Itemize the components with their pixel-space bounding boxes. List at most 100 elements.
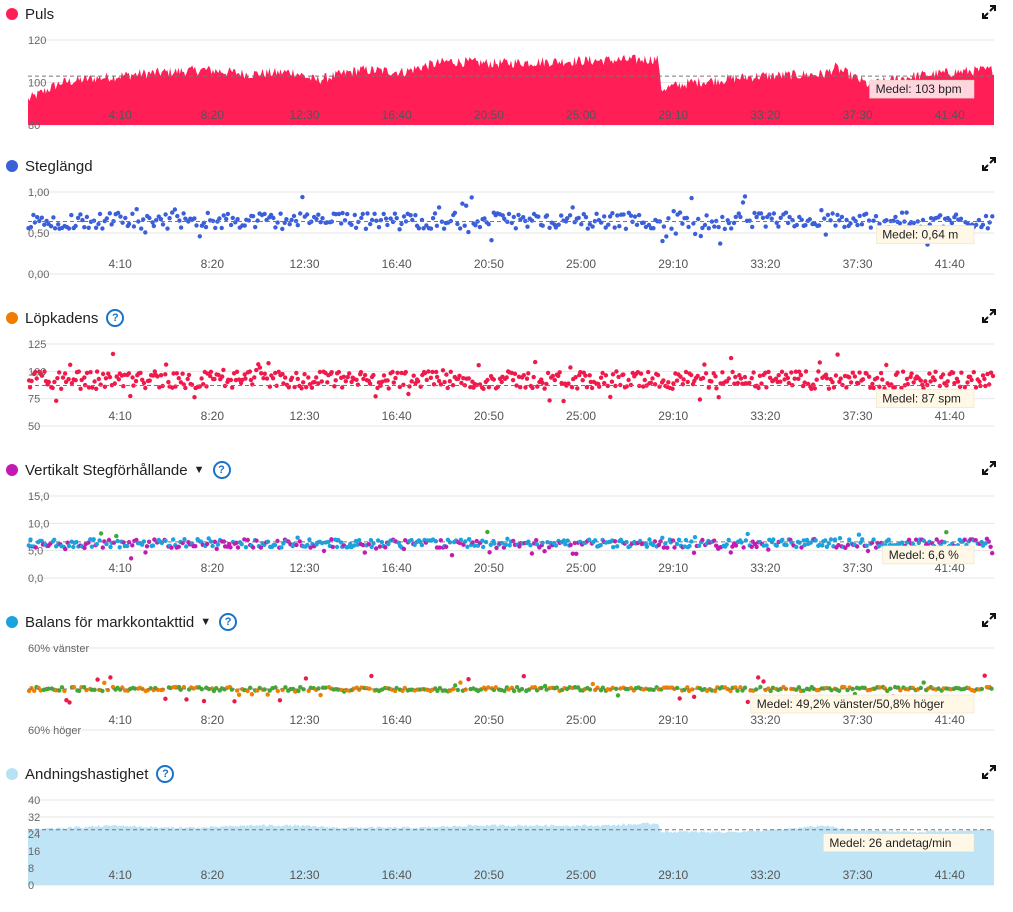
chart-header: Andningshastighet? xyxy=(6,764,175,784)
data-point xyxy=(451,686,456,692)
data-point xyxy=(121,384,126,389)
data-point xyxy=(871,385,876,391)
data-point xyxy=(118,214,123,219)
data-point xyxy=(672,545,677,550)
help-icon[interactable]: ? xyxy=(212,461,231,479)
data-point xyxy=(134,207,139,212)
x-tick-label: 20:50 xyxy=(474,257,504,271)
data-point xyxy=(150,220,155,225)
data-point xyxy=(828,537,834,542)
data-point xyxy=(507,543,512,548)
data-point xyxy=(524,376,530,381)
data-point xyxy=(767,375,773,380)
data-point xyxy=(714,386,719,391)
data-point xyxy=(985,371,990,377)
data-point xyxy=(229,687,235,692)
help-icon[interactable]: ? xyxy=(106,309,125,327)
data-point xyxy=(839,214,845,220)
data-point xyxy=(750,224,755,230)
data-point xyxy=(598,542,603,548)
data-point xyxy=(832,537,838,542)
data-point xyxy=(768,688,773,694)
data-point xyxy=(950,370,956,375)
dropdown-caret-icon[interactable]: ▼ xyxy=(200,616,212,628)
data-point xyxy=(525,224,530,229)
data-point xyxy=(607,214,613,219)
data-point xyxy=(62,371,68,376)
data-point xyxy=(485,529,490,535)
data-point xyxy=(261,376,266,381)
data-point xyxy=(199,687,204,692)
data-point xyxy=(771,537,776,542)
data-point xyxy=(965,380,970,385)
data-point xyxy=(426,369,431,374)
data-point xyxy=(848,221,853,226)
data-point xyxy=(208,373,213,379)
data-point xyxy=(489,238,494,243)
data-point xyxy=(864,371,869,376)
data-point xyxy=(34,376,39,381)
expand-icon[interactable] xyxy=(981,612,997,628)
data-point xyxy=(526,371,531,376)
data-point xyxy=(600,370,605,376)
data-point xyxy=(67,700,72,705)
data-point xyxy=(325,380,330,385)
data-point xyxy=(251,545,256,550)
data-point xyxy=(674,378,680,383)
data-point xyxy=(369,673,374,679)
data-point xyxy=(272,542,278,548)
data-point xyxy=(192,216,197,221)
data-point xyxy=(689,539,694,544)
data-point xyxy=(493,685,498,690)
data-point xyxy=(783,210,789,215)
data-point xyxy=(533,359,538,365)
expand-icon[interactable] xyxy=(981,764,997,780)
data-point xyxy=(445,385,450,391)
data-point xyxy=(697,397,703,402)
data-point xyxy=(94,542,100,547)
chart-panel-2: Steglängd 1,00 0,50 0,00 4:10 8:20 12:30 16:40 2… xyxy=(0,152,1013,304)
data-point xyxy=(928,379,933,384)
y-tick-label: 0 xyxy=(28,880,34,892)
expand-icon[interactable] xyxy=(981,460,997,476)
data-point xyxy=(227,541,232,547)
data-point xyxy=(589,385,595,391)
data-point xyxy=(771,211,777,216)
data-point xyxy=(877,221,882,227)
data-point xyxy=(482,216,487,221)
expand-icon[interactable] xyxy=(981,308,997,324)
data-point xyxy=(716,395,721,400)
data-point xyxy=(553,543,559,548)
x-tick-label: 20:50 xyxy=(474,409,504,423)
data-point xyxy=(842,224,847,230)
data-point xyxy=(593,538,598,543)
help-icon[interactable]: ? xyxy=(156,765,175,783)
data-point xyxy=(176,544,181,549)
data-point xyxy=(107,374,113,380)
data-point xyxy=(690,687,695,692)
data-point xyxy=(580,378,585,383)
data-point xyxy=(160,687,165,692)
expand-icon[interactable] xyxy=(981,156,997,172)
help-icon[interactable]: ? xyxy=(219,613,238,631)
dropdown-caret-icon[interactable]: ▼ xyxy=(193,464,205,476)
expand-icon[interactable] xyxy=(981,4,997,20)
data-point xyxy=(556,373,561,379)
data-point xyxy=(131,224,137,229)
y-tick-label: 32 xyxy=(28,812,40,824)
data-point xyxy=(769,216,774,221)
data-point xyxy=(82,225,87,230)
data-point xyxy=(184,697,189,702)
data-point xyxy=(317,369,323,375)
data-point xyxy=(332,384,337,389)
data-point xyxy=(713,374,718,379)
data-point xyxy=(373,546,379,551)
data-point xyxy=(428,226,434,231)
data-point xyxy=(158,373,164,378)
data-point xyxy=(98,531,104,536)
data-point xyxy=(644,544,650,549)
data-point xyxy=(253,224,258,230)
data-point xyxy=(691,694,697,699)
data-point xyxy=(585,226,590,231)
data-point xyxy=(125,543,130,549)
